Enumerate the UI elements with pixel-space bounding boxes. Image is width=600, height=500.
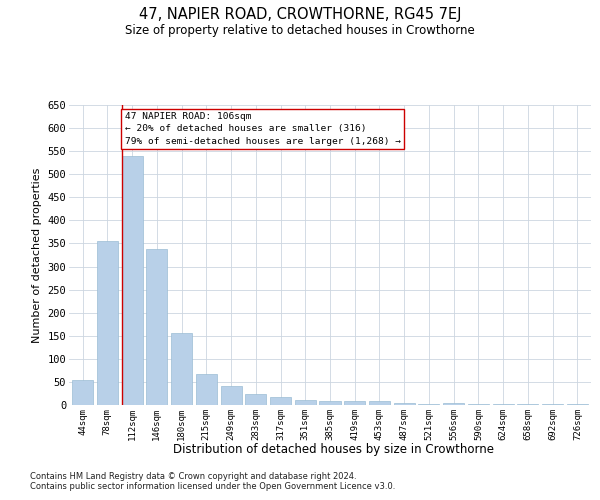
Text: 47, NAPIER ROAD, CROWTHORNE, RG45 7EJ: 47, NAPIER ROAD, CROWTHORNE, RG45 7EJ: [139, 8, 461, 22]
Bar: [344, 402, 365, 405]
Bar: [196, 374, 217, 405]
Bar: [72, 380, 93, 405]
Text: Size of property relative to detached houses in Crowthorne: Size of property relative to detached ho…: [125, 24, 475, 37]
Bar: [245, 394, 266, 405]
Bar: [567, 404, 588, 405]
Text: Contains public sector information licensed under the Open Government Licence v3: Contains public sector information licen…: [30, 482, 395, 491]
Bar: [493, 404, 514, 405]
Text: Contains HM Land Registry data © Crown copyright and database right 2024.: Contains HM Land Registry data © Crown c…: [30, 472, 356, 481]
Bar: [394, 403, 415, 405]
Bar: [542, 404, 563, 405]
Bar: [443, 403, 464, 405]
Bar: [146, 249, 167, 405]
Bar: [171, 334, 192, 405]
Bar: [468, 404, 489, 405]
Bar: [319, 402, 341, 405]
Bar: [122, 156, 143, 405]
Bar: [418, 404, 439, 405]
Bar: [295, 400, 316, 405]
Bar: [369, 402, 390, 405]
Bar: [270, 396, 291, 405]
Y-axis label: Number of detached properties: Number of detached properties: [32, 168, 42, 342]
Bar: [221, 386, 242, 405]
Bar: [517, 404, 538, 405]
Bar: [97, 241, 118, 405]
Text: 47 NAPIER ROAD: 106sqm
← 20% of detached houses are smaller (316)
79% of semi-de: 47 NAPIER ROAD: 106sqm ← 20% of detached…: [125, 112, 401, 146]
Text: Distribution of detached houses by size in Crowthorne: Distribution of detached houses by size …: [173, 442, 494, 456]
